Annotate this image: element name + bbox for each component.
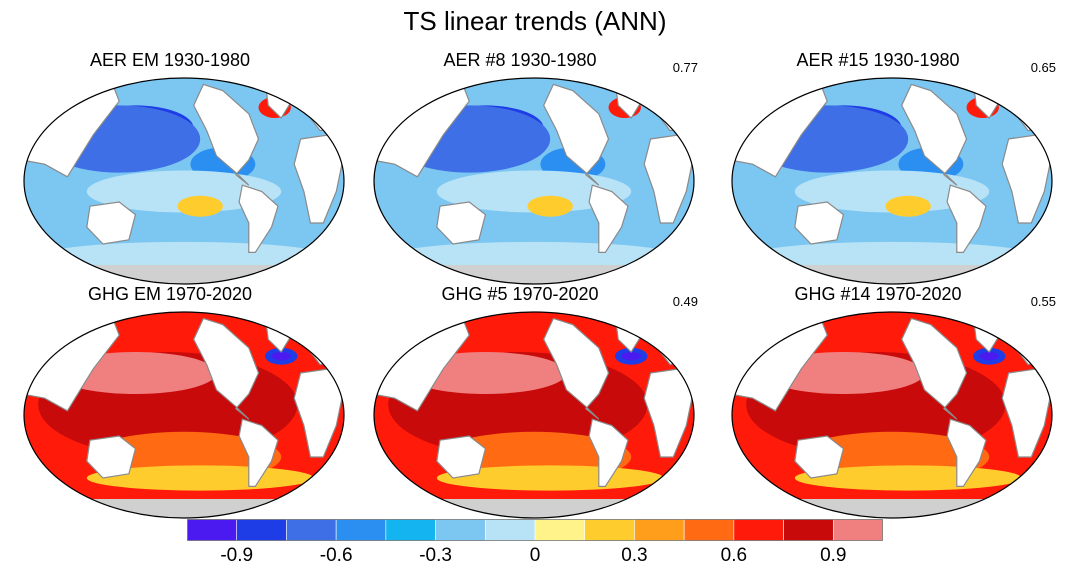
field-contour <box>177 195 223 217</box>
field-contour <box>621 352 641 361</box>
colorbar-tick-label: 0.9 <box>820 545 847 566</box>
field-contour <box>979 352 999 361</box>
colorbar-box <box>832 519 883 542</box>
panel-title: GHG #5 1970-2020 <box>441 284 599 304</box>
colorbar-box <box>584 519 635 542</box>
panel-title: GHG #14 1970-2020 <box>794 284 962 304</box>
map-panel: GHG #14 1970-2020 0.55 <box>728 284 1068 519</box>
world-map <box>373 77 695 285</box>
world-map <box>731 311 1053 519</box>
continent <box>193 317 260 420</box>
world-map <box>23 311 345 519</box>
colorbar-box <box>236 519 287 542</box>
field-contour <box>794 170 990 213</box>
field-contour <box>436 170 632 213</box>
continent <box>901 317 968 420</box>
world-map <box>731 77 1053 285</box>
continent <box>543 83 610 186</box>
panel-correlation: 0.65 <box>1030 60 1056 75</box>
colorbar-box <box>286 519 337 542</box>
map-panel: AER EM 1930-1980 <box>20 50 360 285</box>
panel-title: GHG EM 1970-2020 <box>87 284 253 304</box>
colorbar-tick-label: 0.6 <box>720 545 748 566</box>
colorbar-box <box>634 519 685 542</box>
colorbar-box <box>534 519 586 542</box>
colorbar-tick-label: 0.3 <box>621 545 648 566</box>
colorbar-tick-label: -0.3 <box>419 545 452 566</box>
colorbar-box <box>187 519 238 542</box>
panel-title: AER #8 1930-1980 <box>443 50 597 70</box>
panel-correlation: 0.55 <box>1030 294 1056 309</box>
panel-title: AER EM 1930-1980 <box>89 50 251 70</box>
colorbar <box>187 519 883 542</box>
colorbar-box <box>683 519 735 542</box>
continent <box>86 201 137 245</box>
continent <box>794 201 845 245</box>
colorbar-box <box>733 519 784 542</box>
continent <box>794 435 845 479</box>
continent <box>238 418 279 487</box>
world-map <box>373 311 695 519</box>
colorbar-box <box>484 519 536 542</box>
world-map <box>23 77 345 285</box>
colorbar-tick-label: 0 <box>529 545 541 566</box>
continent <box>901 83 968 186</box>
continent <box>946 184 987 253</box>
continent <box>193 83 260 186</box>
map-panel: GHG #5 1970-2020 0.49 <box>370 284 710 519</box>
panel-title: AER #15 1930-1980 <box>796 50 960 70</box>
colorbar-tick-label: -0.6 <box>319 545 353 566</box>
field-contour <box>885 195 931 217</box>
continent <box>436 435 487 479</box>
colorbar-box <box>335 519 387 542</box>
figure-title: TS linear trends (ANN) <box>403 6 667 36</box>
continent <box>238 184 279 253</box>
colorbar-box <box>385 519 436 542</box>
colorbar-box <box>783 519 834 542</box>
map-panel: GHG EM 1970-2020 <box>20 284 360 519</box>
panel-correlation: 0.49 <box>672 294 698 309</box>
continent <box>543 317 610 420</box>
map-panel: AER #15 1930-1980 0.65 <box>728 50 1068 285</box>
map-panel: AER #8 1930-1980 0.77 <box>370 50 710 285</box>
continent <box>436 201 487 245</box>
field-contour <box>271 352 291 361</box>
panel-correlation: 0.77 <box>672 60 698 75</box>
continent <box>946 418 987 487</box>
continent <box>588 184 629 253</box>
colorbar-box <box>435 519 486 542</box>
field-contour <box>86 170 282 213</box>
continent <box>588 418 629 487</box>
continent <box>86 435 137 479</box>
field-contour <box>527 195 573 217</box>
colorbar-tick-label: -0.9 <box>220 545 254 566</box>
